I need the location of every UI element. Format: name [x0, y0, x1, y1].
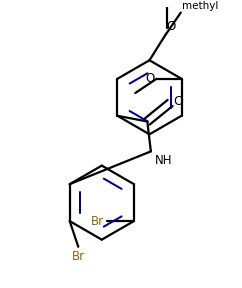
Text: Br: Br — [91, 215, 104, 228]
Text: O: O — [145, 72, 154, 85]
Text: O: O — [166, 20, 176, 33]
Text: O: O — [173, 95, 183, 108]
Text: Br: Br — [72, 250, 85, 263]
Text: NH: NH — [155, 154, 173, 167]
Text: methyl: methyl — [182, 1, 219, 11]
